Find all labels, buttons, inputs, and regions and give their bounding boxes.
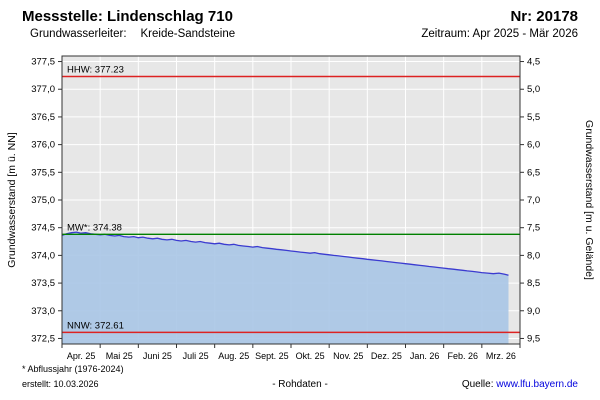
x-tick-label: Mrz. 26 — [486, 351, 516, 361]
source-link[interactable]: www.lfu.bayern.de — [496, 379, 578, 390]
x-tick-label: Mai 25 — [106, 351, 133, 361]
y-tick-label-left: 372,5 — [31, 333, 55, 344]
y-tick-label-left: 373,0 — [31, 306, 55, 317]
y-tick-label-right: 5,0 — [527, 84, 540, 95]
source-line: Quelle: www.lfu.bayern.de — [462, 379, 578, 390]
y-tick-label-left: 376,0 — [31, 140, 55, 151]
aquifer-row: Grundwasserleiter: Kreide-Sandsteine — [30, 28, 235, 40]
groundwater-area — [62, 232, 509, 344]
y-tick-label-right: 7,5 — [527, 223, 540, 234]
y-tick-label-left: 377,0 — [31, 84, 55, 95]
y-tick-label-left: 375,5 — [31, 167, 55, 178]
axis-ticks: 372,5 373,0 373,5 374,0 374,5 375,0 375,5 376,0… — [31, 57, 540, 361]
y-tick-label-right: 8,5 — [527, 278, 540, 289]
created-date: erstellt: 10.03.2026 — [22, 379, 99, 389]
hhw-label: HHW: 377.23 — [67, 64, 124, 75]
reference-lines: HHW: 377.23 MW*: 374.38 NNW: 372.61 — [62, 64, 520, 334]
y-tick-label-left: 376,5 — [31, 112, 55, 123]
y-tick-label-left: 377,5 — [31, 57, 55, 68]
x-tick-label: Sept. 25 — [255, 351, 289, 361]
x-tick-label: Feb. 26 — [447, 351, 478, 361]
x-tick-label: Nov. 25 — [333, 351, 363, 361]
source-label: Quelle: — [461, 379, 494, 390]
y-tick-label-left: 374,0 — [31, 250, 55, 261]
y-tick-label-right: 5,5 — [527, 112, 540, 123]
x-tick-label: Juni 25 — [143, 351, 172, 361]
x-tick-label: Dez. 25 — [371, 351, 402, 361]
rohdaten-label: - Rohdaten - — [272, 379, 328, 390]
y-tick-label-right: 7,0 — [527, 195, 540, 206]
y-tick-label-right: 9,0 — [527, 306, 540, 317]
x-tick-label: Juli 25 — [183, 351, 209, 361]
groundwater-line — [61, 231, 509, 276]
aquifer-label: Grundwasserleiter: — [30, 28, 127, 40]
x-tick-label: Okt. 25 — [296, 351, 325, 361]
abflussjahr-footnote: * Abflussjahr (1976-2024) — [22, 364, 124, 374]
station-number: Nr: 20178 — [510, 8, 578, 25]
y-tick-label-right: 6,5 — [527, 167, 540, 178]
nnw-label: NNW: 372.61 — [67, 320, 124, 331]
data-series — [61, 231, 509, 344]
x-tick-label: Aug. 25 — [218, 351, 249, 361]
y-tick-label-right: 9,5 — [527, 333, 540, 344]
y-axis-left-title: Grundwasserstand [m ü. NN] — [6, 132, 18, 267]
page-title: Messstelle: Lindenschlag 710 — [22, 8, 233, 25]
mw-label: MW*: 374.38 — [67, 222, 122, 233]
aquifer-value: Kreide-Sandsteine — [140, 28, 236, 40]
y-tick-label-right: 4,5 — [527, 57, 540, 68]
y-axis-right-title: Grundwasserstand [m u. Gelände] — [583, 120, 595, 280]
y-tick-label-left: 375,0 — [31, 195, 55, 206]
y-tick-label-left: 374,5 — [31, 223, 55, 234]
period-label: Zeitraum: Apr 2025 - Mär 2026 — [421, 28, 578, 40]
y-tick-label-left: 373,5 — [31, 278, 55, 289]
y-tick-label-right: 8,0 — [527, 250, 540, 261]
x-tick-label: Jan. 26 — [410, 351, 440, 361]
y-tick-label-right: 6,0 — [527, 140, 540, 151]
x-tick-label: Apr. 25 — [67, 351, 96, 361]
